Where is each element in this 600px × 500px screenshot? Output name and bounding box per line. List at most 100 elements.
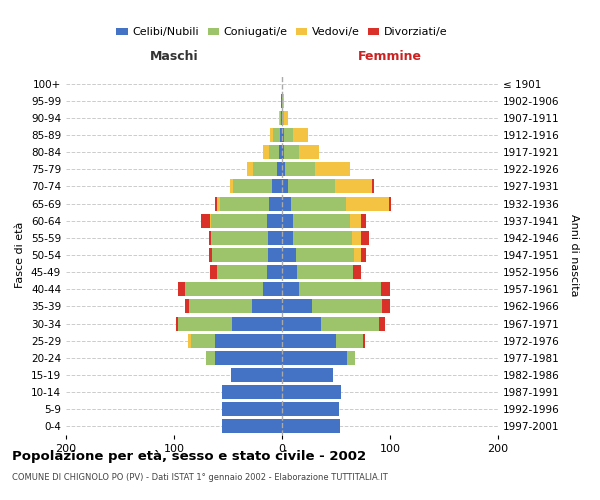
Bar [371,180,374,194]
Bar [212,248,268,262]
Bar [282,316,321,330]
Legend: Celibi/Nubili, Coniugati/e, Vedovi/e, Divorziati/e: Celibi/Nubili, Coniugati/e, Vedovi/e, Di… [112,23,452,42]
Bar [379,316,385,330]
Text: COMUNE DI CHIGNOLO PO (PV) - Dati ISTAT 1° gennaio 2002 - Elaborazione TUTTITALI: COMUNE DI CHIGNOLO PO (PV) - Dati ISTAT … [12,472,388,482]
Bar [201,214,209,228]
Bar [350,214,361,228]
Bar [312,300,382,314]
Bar [284,145,299,159]
Bar [178,282,185,296]
Bar [282,248,296,262]
Bar [215,334,282,347]
Bar [346,196,389,210]
Bar [282,196,290,210]
Bar [217,265,267,279]
Bar [279,111,280,125]
Bar [188,334,191,347]
Bar [336,334,363,347]
Bar [269,145,279,159]
Bar [231,368,282,382]
Bar [353,265,361,279]
Bar [206,351,215,365]
Bar [361,248,366,262]
Bar [279,145,282,159]
Bar [178,316,232,330]
Bar [270,128,274,142]
Bar [267,265,282,279]
Bar [282,162,285,176]
Bar [247,162,253,176]
Bar [209,214,211,228]
Bar [267,214,282,228]
Bar [282,282,299,296]
Bar [220,196,269,210]
Bar [191,334,215,347]
Y-axis label: Anni di nascita: Anni di nascita [569,214,579,296]
Bar [268,231,282,245]
Y-axis label: Fasce di età: Fasce di età [16,222,25,288]
Bar [281,111,282,125]
Bar [316,162,350,176]
Bar [284,111,289,125]
Bar [233,180,272,194]
Bar [361,214,366,228]
Bar [272,180,282,194]
Bar [282,214,293,228]
Bar [282,420,340,434]
Bar [282,231,293,245]
Bar [215,196,217,210]
Text: Maschi: Maschi [149,50,199,62]
Bar [282,351,347,365]
Bar [289,180,335,194]
Bar [299,282,382,296]
Bar [290,196,346,210]
Bar [252,300,282,314]
Bar [282,385,341,399]
Bar [230,180,233,194]
Bar [282,111,284,125]
Bar [299,145,319,159]
Bar [221,385,282,399]
Bar [232,316,282,330]
Bar [282,368,333,382]
Bar [297,265,353,279]
Bar [280,111,281,125]
Bar [282,145,284,159]
Bar [335,180,371,194]
Text: Popolazione per età, sesso e stato civile - 2002: Popolazione per età, sesso e stato civil… [12,450,366,463]
Bar [211,214,267,228]
Bar [185,282,263,296]
Bar [263,282,282,296]
Bar [285,162,316,176]
Bar [209,231,211,245]
Bar [221,402,282,416]
Bar [215,351,282,365]
Bar [281,94,282,108]
Bar [284,128,293,142]
Bar [280,128,282,142]
Bar [277,162,282,176]
Bar [176,316,178,330]
Bar [361,231,370,245]
Bar [282,402,339,416]
Bar [274,128,280,142]
Bar [269,196,282,210]
Bar [382,282,390,296]
Bar [355,248,361,262]
Bar [253,162,277,176]
Bar [209,248,212,262]
Bar [347,351,355,365]
Bar [282,128,284,142]
Bar [282,300,312,314]
Bar [293,231,352,245]
Bar [352,231,361,245]
Bar [293,128,308,142]
Bar [282,180,289,194]
Bar [209,265,217,279]
Bar [217,196,220,210]
Bar [382,300,390,314]
Bar [282,334,336,347]
Bar [189,300,252,314]
Bar [283,94,284,108]
Bar [389,196,391,210]
